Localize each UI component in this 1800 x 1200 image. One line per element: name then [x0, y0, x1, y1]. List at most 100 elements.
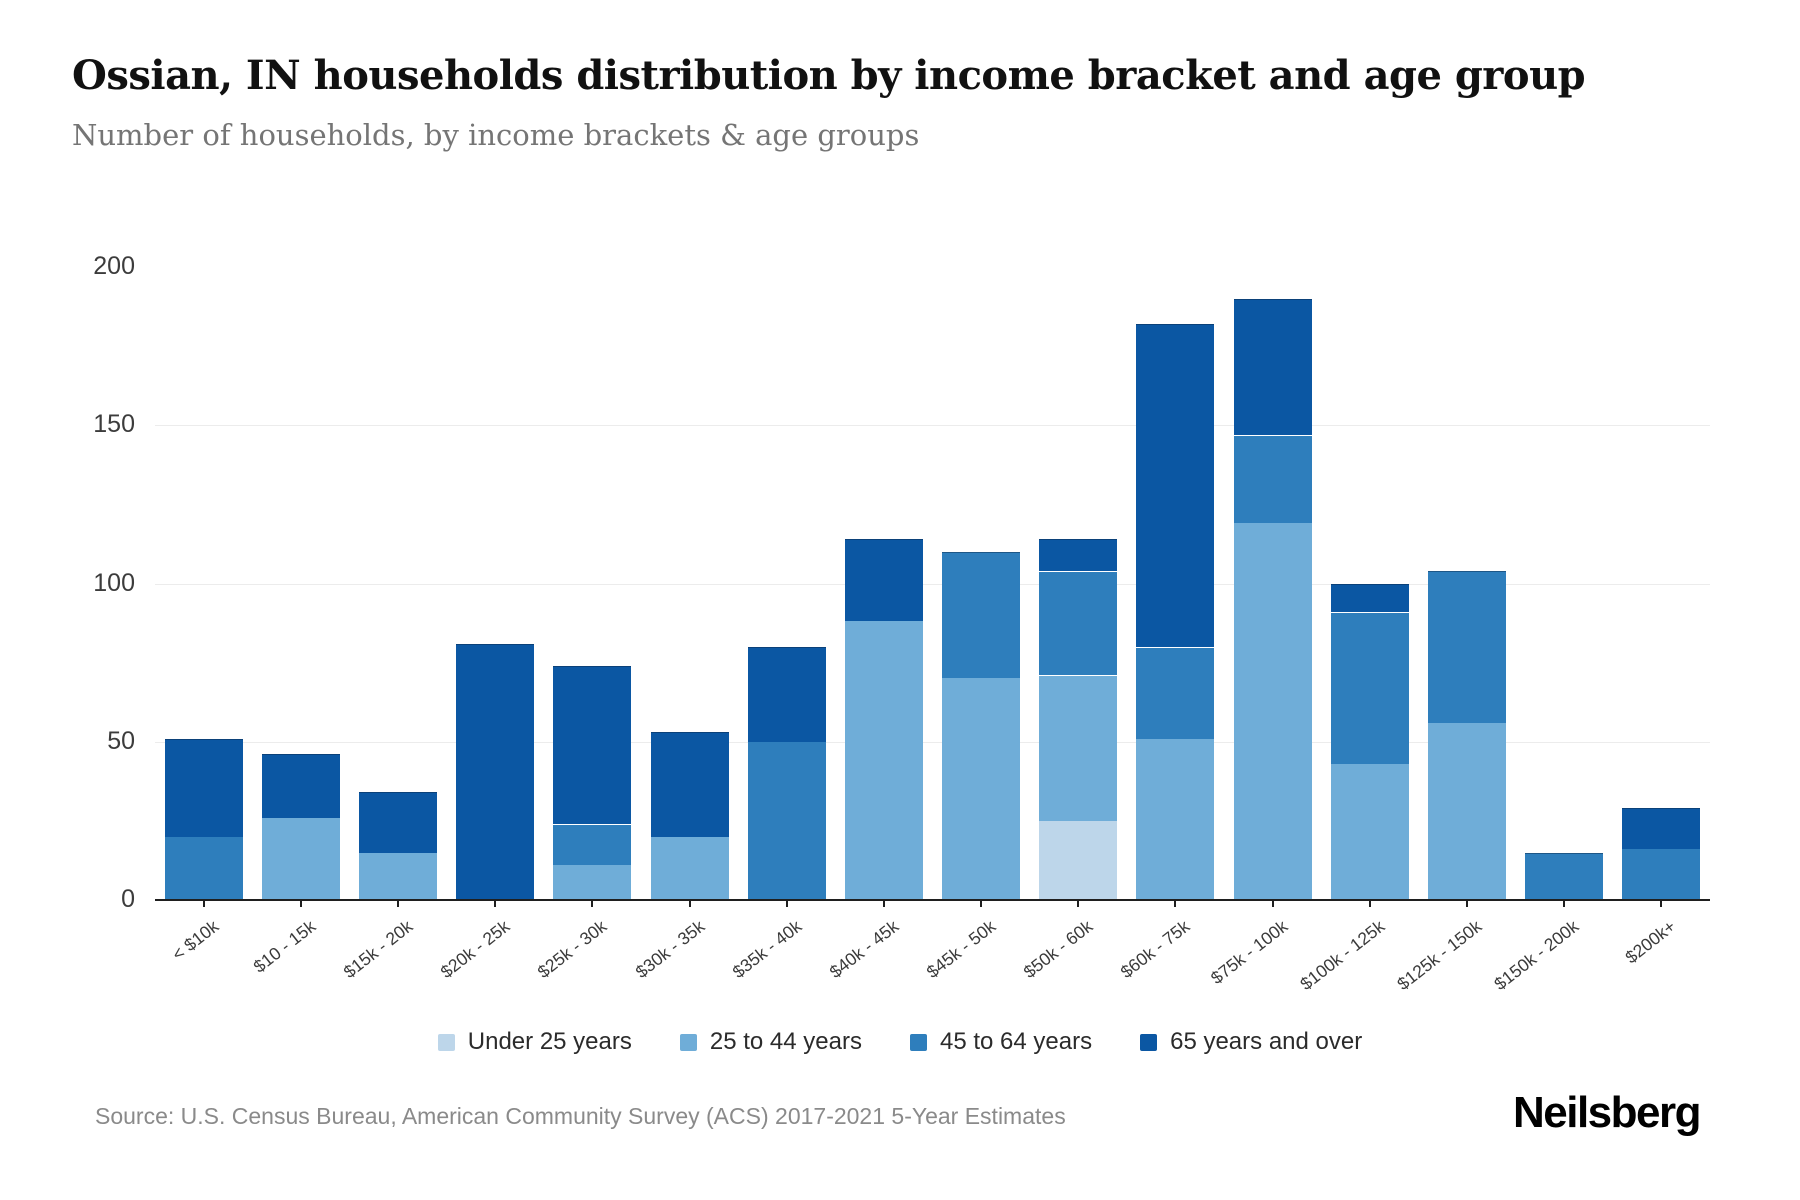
x-tick-label: $10 - 15k	[249, 916, 320, 977]
legend-label: 25 to 44 years	[709, 1028, 862, 1055]
gridline-100	[155, 583, 1710, 585]
x-tick-label: $75k - 100k	[1206, 916, 1291, 989]
source-note: Source: U.S. Census Bureau, American Com…	[95, 1103, 1066, 1129]
bar-25k-30k	[553, 267, 632, 900]
x-tick-mark	[396, 901, 399, 907]
bar-segment[interactable]	[942, 678, 1021, 900]
x-tick-label: $125k - 150k	[1393, 916, 1486, 995]
x-tick-label: $60k - 75k	[1117, 916, 1194, 983]
bar-15k-20k	[358, 267, 437, 900]
bar-segment[interactable]	[553, 665, 632, 825]
x-tick-label: $20k - 25k	[436, 916, 514, 983]
bar-segment[interactable]	[1330, 612, 1409, 764]
bar-segment[interactable]	[942, 551, 1021, 679]
bar-10-15k	[261, 267, 340, 900]
bar-segment[interactable]	[1428, 722, 1507, 900]
bar-segment[interactable]	[358, 852, 437, 900]
x-tick-label: $40k - 45k	[825, 916, 903, 983]
bar-segment[interactable]	[1330, 583, 1409, 612]
bar-segment[interactable]	[261, 817, 340, 900]
bar-20k-25k	[456, 267, 535, 900]
bar-segment[interactable]	[164, 738, 243, 837]
bar-segment[interactable]	[1330, 763, 1409, 900]
legend: Under 25 years 25 to 44 years 45 to 64 yea…	[0, 1028, 1800, 1056]
bar-segment[interactable]	[553, 865, 632, 900]
legend-label: Under 25 years	[467, 1028, 632, 1055]
chart-title: Ossian, IN households distribution by in…	[72, 52, 1586, 99]
legend-item-65-years-and-over[interactable]: 65 years and over	[1140, 1028, 1362, 1056]
x-tick-mark	[202, 901, 205, 907]
bar-segment[interactable]	[456, 643, 535, 900]
x-tick-label: $30k - 35k	[631, 916, 708, 983]
x-tick-label: $100k - 125k	[1296, 916, 1389, 995]
x-axis-line	[155, 899, 1710, 901]
bar-segment[interactable]	[650, 836, 729, 900]
bar-segment[interactable]	[1622, 808, 1701, 850]
x-tick-mark	[1368, 901, 1371, 907]
x-tick-mark	[494, 901, 497, 907]
bar-segment[interactable]	[358, 792, 437, 853]
gridline-150	[155, 425, 1710, 427]
legend-label: 45 to 64 years	[939, 1028, 1093, 1055]
bar-segment[interactable]	[1136, 646, 1215, 739]
y-tick-label-200: 200	[93, 252, 135, 280]
bar-125k-150k	[1428, 267, 1507, 900]
bar-segment[interactable]	[1039, 820, 1118, 900]
x-tick-label: $150k - 200k	[1490, 916, 1583, 995]
bar-segment[interactable]	[1233, 523, 1312, 900]
bar-segment[interactable]	[1039, 570, 1118, 676]
bar-segment[interactable]	[844, 621, 923, 900]
bar-segment[interactable]	[1136, 738, 1215, 900]
gridline-50	[155, 741, 1710, 743]
bar-50k-60k	[1039, 267, 1118, 900]
legend-swatch	[679, 1033, 697, 1051]
x-tick-mark	[1563, 901, 1566, 907]
bar-segment[interactable]	[261, 754, 340, 818]
bar-segment[interactable]	[1525, 852, 1604, 900]
legend-item-25-to-44-years[interactable]: 25 to 44 years	[679, 1028, 862, 1056]
bar-200k	[1622, 267, 1701, 900]
bar-10k	[164, 267, 243, 900]
x-tick-mark	[1077, 901, 1080, 907]
bar-segment[interactable]	[1039, 675, 1118, 821]
x-tick-mark	[1466, 901, 1469, 907]
plot-area	[155, 267, 1710, 900]
y-tick-label-50: 50	[107, 726, 135, 755]
y-tick-label-0: 0	[121, 885, 135, 913]
bar-segment[interactable]	[164, 836, 243, 900]
bar-30k-35k	[650, 267, 729, 900]
x-tick-mark	[785, 901, 788, 907]
x-tick-mark	[1660, 901, 1663, 907]
bar-segment[interactable]	[650, 732, 729, 837]
x-tick-mark	[299, 901, 302, 907]
x-tick-mark	[1174, 901, 1177, 907]
bar-segment[interactable]	[1136, 323, 1215, 647]
x-tick-mark	[882, 901, 885, 907]
y-tick-label-150: 150	[93, 410, 135, 439]
legend-item-under-25-years[interactable]: Under 25 years	[437, 1028, 632, 1056]
legend-item-45-to-64-years[interactable]: 45 to 64 years	[909, 1028, 1093, 1056]
x-tick-mark	[980, 901, 983, 907]
legend-swatch	[437, 1033, 455, 1051]
bar-segment[interactable]	[844, 539, 923, 622]
x-tick-label: $200k+	[1621, 916, 1680, 968]
bar-35k-40k	[747, 267, 826, 900]
bar-75k-100k	[1233, 267, 1312, 900]
bar-segment[interactable]	[1428, 570, 1507, 723]
bar-40k-45k	[844, 267, 923, 900]
bar-segment[interactable]	[1233, 434, 1312, 524]
legend-swatch	[1140, 1033, 1158, 1051]
bar-segment[interactable]	[747, 741, 826, 900]
bar-segment[interactable]	[1233, 298, 1312, 435]
x-tick-label: $50k - 60k	[1019, 916, 1097, 983]
bar-45k-50k	[942, 267, 1021, 900]
bar-segment[interactable]	[553, 824, 632, 866]
bar-150k-200k	[1525, 267, 1604, 900]
x-tick-mark	[688, 901, 691, 907]
bar-segment[interactable]	[747, 646, 826, 742]
bar-segment[interactable]	[1039, 539, 1118, 571]
chart-subtitle: Number of households, by income brackets…	[72, 118, 920, 152]
x-tick-label: $35k - 40k	[728, 916, 806, 983]
bar-segment[interactable]	[1622, 849, 1701, 900]
